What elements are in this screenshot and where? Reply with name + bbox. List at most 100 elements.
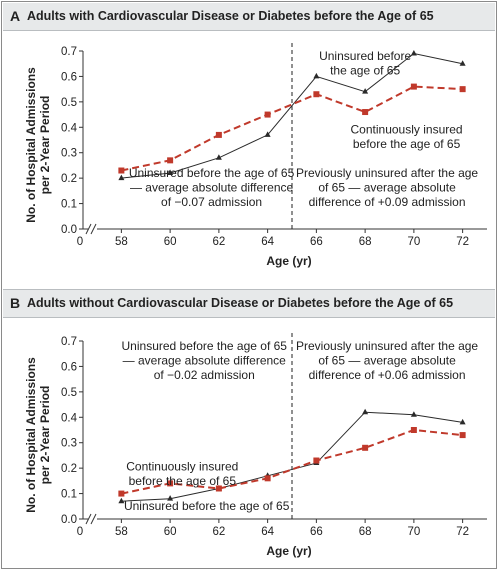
series-line-insured [121, 85, 463, 172]
x-tick-label: 0 [77, 526, 83, 538]
x-tick-label: 60 [164, 236, 177, 248]
annotation-line: Continuously insured [351, 123, 463, 137]
y-tick-label: 0.6 [61, 361, 77, 373]
y-tick-label: 0.5 [61, 97, 77, 109]
chart-annotation: Previously uninsured after the age of 65 … [296, 339, 478, 382]
data-point-insured [362, 444, 369, 451]
x-axis-title: Age (yr) [266, 254, 311, 268]
y-tick-label: 0.1 [61, 199, 77, 211]
x-tick-label: 66 [310, 526, 323, 538]
axis-break-mark [85, 223, 92, 235]
chart-annotation: Uninsured before the age of 65— average … [122, 339, 288, 382]
panel-b-letter: B [10, 295, 21, 311]
y-tick-label: 0.5 [61, 387, 77, 399]
axis-break-mark [85, 513, 92, 525]
chart-annotation: Previously uninsured after the age of 65 … [296, 166, 478, 209]
annotation-line: Continuously insured [126, 460, 238, 474]
x-tick-label: 0 [77, 236, 83, 248]
y-axis-title-line: per 2-Year Period [38, 96, 52, 195]
data-point-uninsured [167, 169, 174, 176]
annotation-line: Previously uninsured after the age [296, 166, 478, 180]
panel-a-title: Adults with Cardiovascular Disease or Di… [27, 9, 434, 23]
data-point-insured [410, 427, 417, 433]
data-point-insured [167, 157, 174, 164]
annotation-line: before the age of 65 [353, 137, 461, 151]
x-tick-label: 72 [456, 526, 469, 538]
y-tick-label: 0.4 [61, 412, 78, 424]
data-point-uninsured [410, 50, 417, 56]
annotation-line: — average absolute difference [130, 180, 294, 194]
y-tick-label: 0.4 [61, 122, 78, 134]
data-point-insured [459, 432, 466, 439]
y-tick-label: 0.3 [61, 148, 77, 160]
x-tick-label: 68 [359, 526, 372, 538]
annotation-line: difference of +0.06 admission [309, 368, 466, 382]
data-point-insured [167, 480, 174, 487]
data-point-insured [459, 86, 466, 93]
y-axis-title-line: per 2-Year Period [38, 386, 52, 485]
data-point-uninsured [362, 88, 369, 94]
data-point-uninsured [313, 72, 320, 79]
y-tick-label: 0.1 [61, 489, 77, 501]
annotation-line: Uninsured before the age of 65 [124, 499, 290, 513]
x-tick-label: 62 [212, 236, 225, 248]
y-tick-label: 0.0 [61, 224, 77, 236]
axis-break-mark [90, 223, 97, 235]
annotation-line: the age of 65 [330, 63, 400, 77]
data-point-uninsured [215, 154, 222, 160]
data-point-insured [118, 490, 125, 497]
data-point-insured [410, 83, 417, 90]
x-tick-label: 70 [407, 236, 420, 248]
panel-b-header: B Adults without Cardiovascular Disease … [3, 289, 495, 318]
annotation-line: before the age of 65 [129, 474, 237, 488]
annotation-line: of −0.07 admission [161, 195, 262, 209]
x-tick-label: 72 [456, 236, 469, 248]
y-tick-label: 0.0 [61, 514, 77, 526]
y-axis-title-line: No. of Hospital Admissions [24, 357, 38, 513]
x-tick-label: 58 [115, 236, 128, 248]
axis-break-mark [90, 513, 97, 525]
y-tick-label: 0.2 [61, 463, 77, 475]
data-point-uninsured [167, 495, 174, 501]
y-tick-label: 0.3 [61, 438, 77, 450]
annotation-line: — average absolute difference [123, 353, 287, 367]
y-axis-title-line: No. of Hospital Admissions [24, 67, 38, 223]
x-axis-title: Age (yr) [266, 544, 311, 558]
annotation-line: of −0.02 admission [154, 368, 255, 382]
panel-a-letter: A [10, 8, 21, 24]
panel-a-header: A Adults with Cardiovascular Disease or … [3, 3, 495, 31]
y-tick-label: 0.7 [61, 46, 77, 58]
series-line-uninsured [121, 411, 463, 502]
data-point-insured [313, 91, 320, 98]
panel-b-chart: 0.0 0.1 0.2 0.3 0.4 0.5 0.6 0.7 0 58 60 62 64 66 68 70 7… [24, 333, 487, 558]
x-tick-label: 60 [164, 526, 177, 538]
annotation-line: difference of +0.09 admission [309, 195, 466, 209]
data-point-uninsured [410, 411, 417, 417]
series-line-uninsured [121, 52, 463, 179]
data-point-uninsured [459, 418, 466, 425]
x-tick-label: 58 [115, 526, 128, 538]
panel-b-title: Adults without Cardiovascular Disease or… [27, 296, 454, 310]
data-point-insured [313, 457, 320, 464]
annotation-line: Previously uninsured after the age [296, 339, 478, 353]
series-line-insured [121, 428, 463, 495]
data-point-insured [362, 109, 369, 116]
panel-a-chart: 0.0 0.1 0.2 0.3 0.4 0.5 0.6 0.7 0 58 60 62 64 66 68 70 7… [24, 43, 487, 268]
x-tick-label: 64 [261, 236, 274, 248]
data-point-uninsured [362, 408, 369, 415]
data-point-insured [215, 131, 222, 138]
y-axis-title: No. of Hospital Admissionsper 2-Year Per… [24, 67, 52, 223]
data-point-uninsured [459, 60, 466, 66]
data-point-uninsured [118, 497, 125, 504]
annotation-line: Uninsured before the age of 65 [129, 166, 295, 180]
y-tick-label: 0.2 [61, 173, 77, 185]
x-tick-label: 66 [310, 236, 323, 248]
annotation-line: Uninsured before the age of 65 [122, 339, 288, 353]
x-tick-label: 62 [212, 526, 225, 538]
y-tick-label: 0.7 [61, 336, 77, 348]
x-tick-label: 70 [407, 526, 420, 538]
chart-annotation: Continuously insured before the age of 65 [351, 123, 463, 152]
y-tick-label: 0.6 [61, 71, 77, 83]
